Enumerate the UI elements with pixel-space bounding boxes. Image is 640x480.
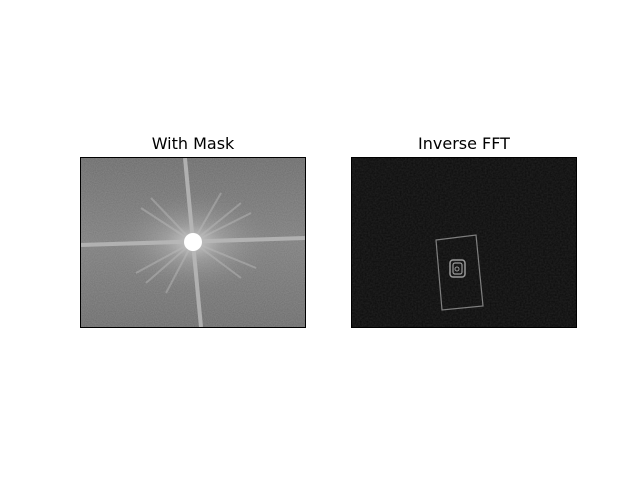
panel-title-with-mask: With Mask: [151, 134, 235, 153]
spectrum-image: [81, 158, 305, 327]
inverse-edges: [435, 234, 484, 311]
center-mask: [184, 233, 202, 251]
spectrum-panel: [80, 157, 306, 328]
inverse-fft-image: [352, 158, 576, 327]
panel-title-inverse-fft: Inverse FFT: [418, 134, 510, 153]
inverse-fft-panel: [351, 157, 577, 328]
